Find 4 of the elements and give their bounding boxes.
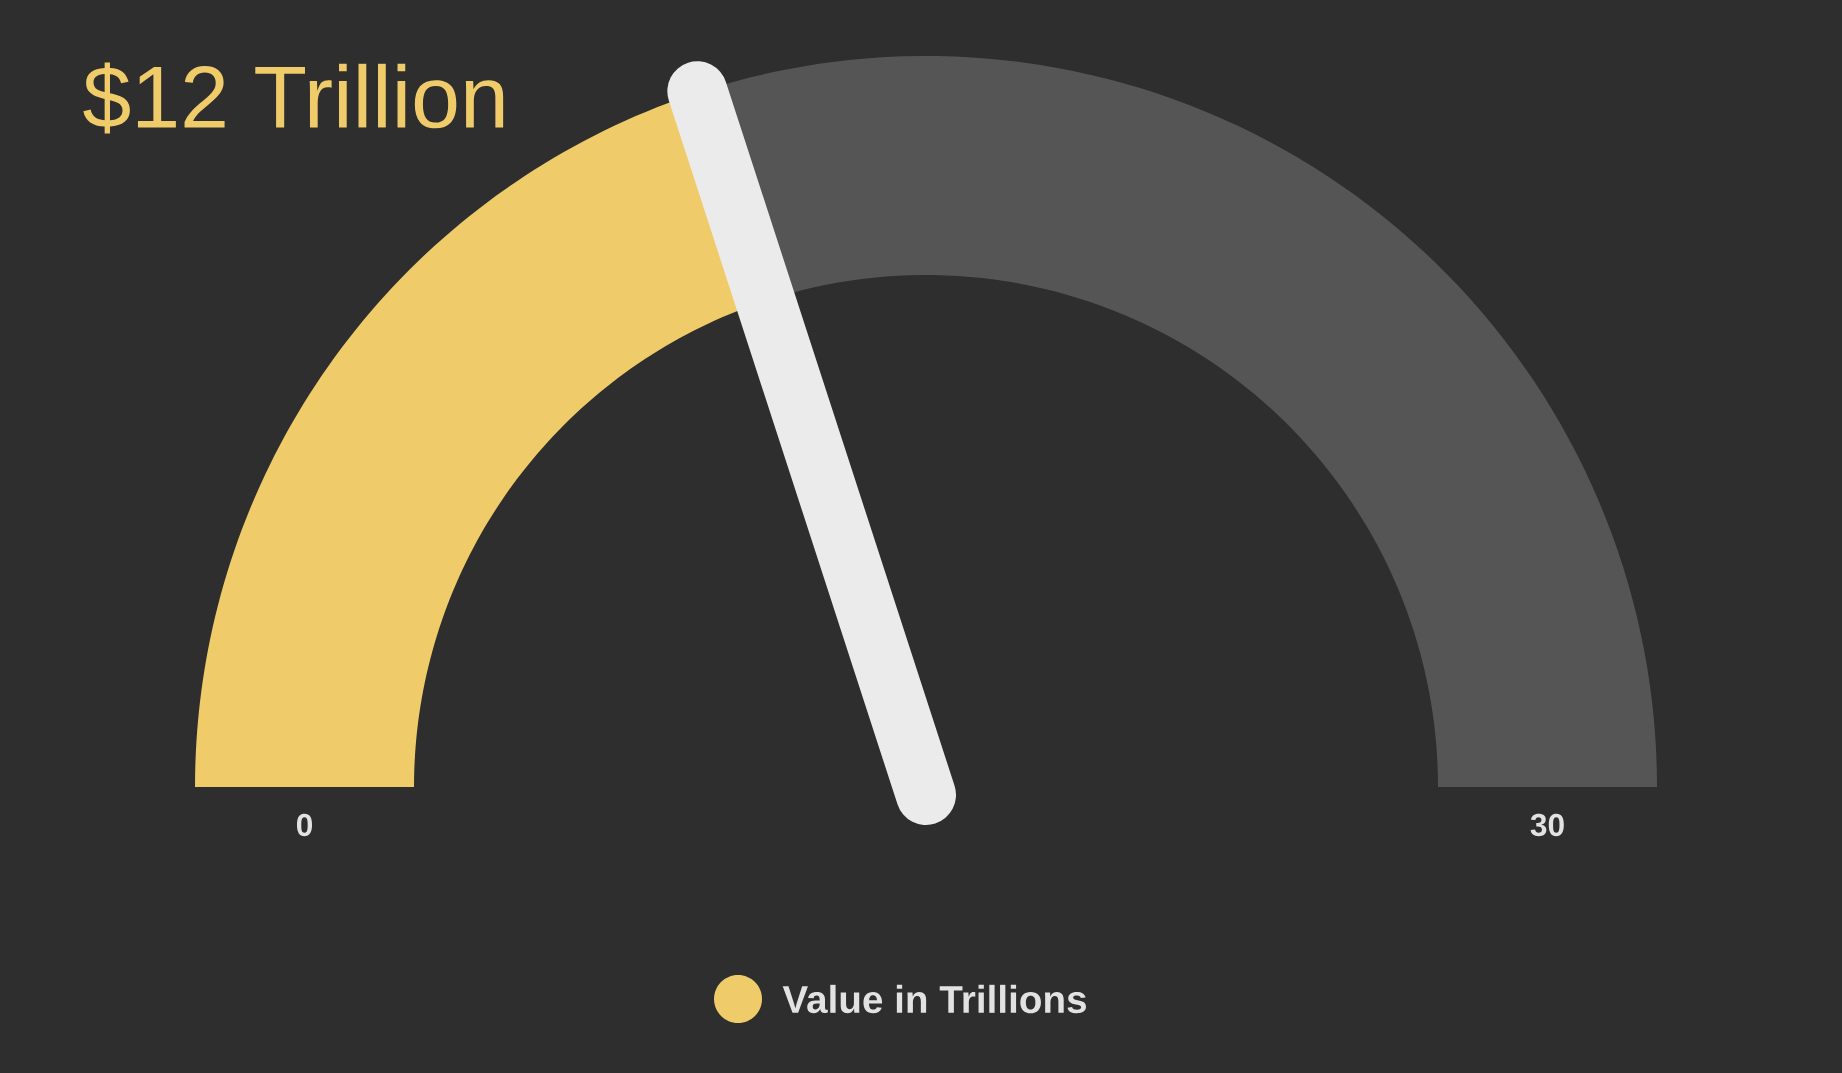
legend-label: Value in Trillions xyxy=(782,984,1086,1014)
chart-title: $12 Trillion xyxy=(83,62,504,134)
text: 30 xyxy=(1530,813,1564,837)
text: 0 xyxy=(296,813,313,837)
